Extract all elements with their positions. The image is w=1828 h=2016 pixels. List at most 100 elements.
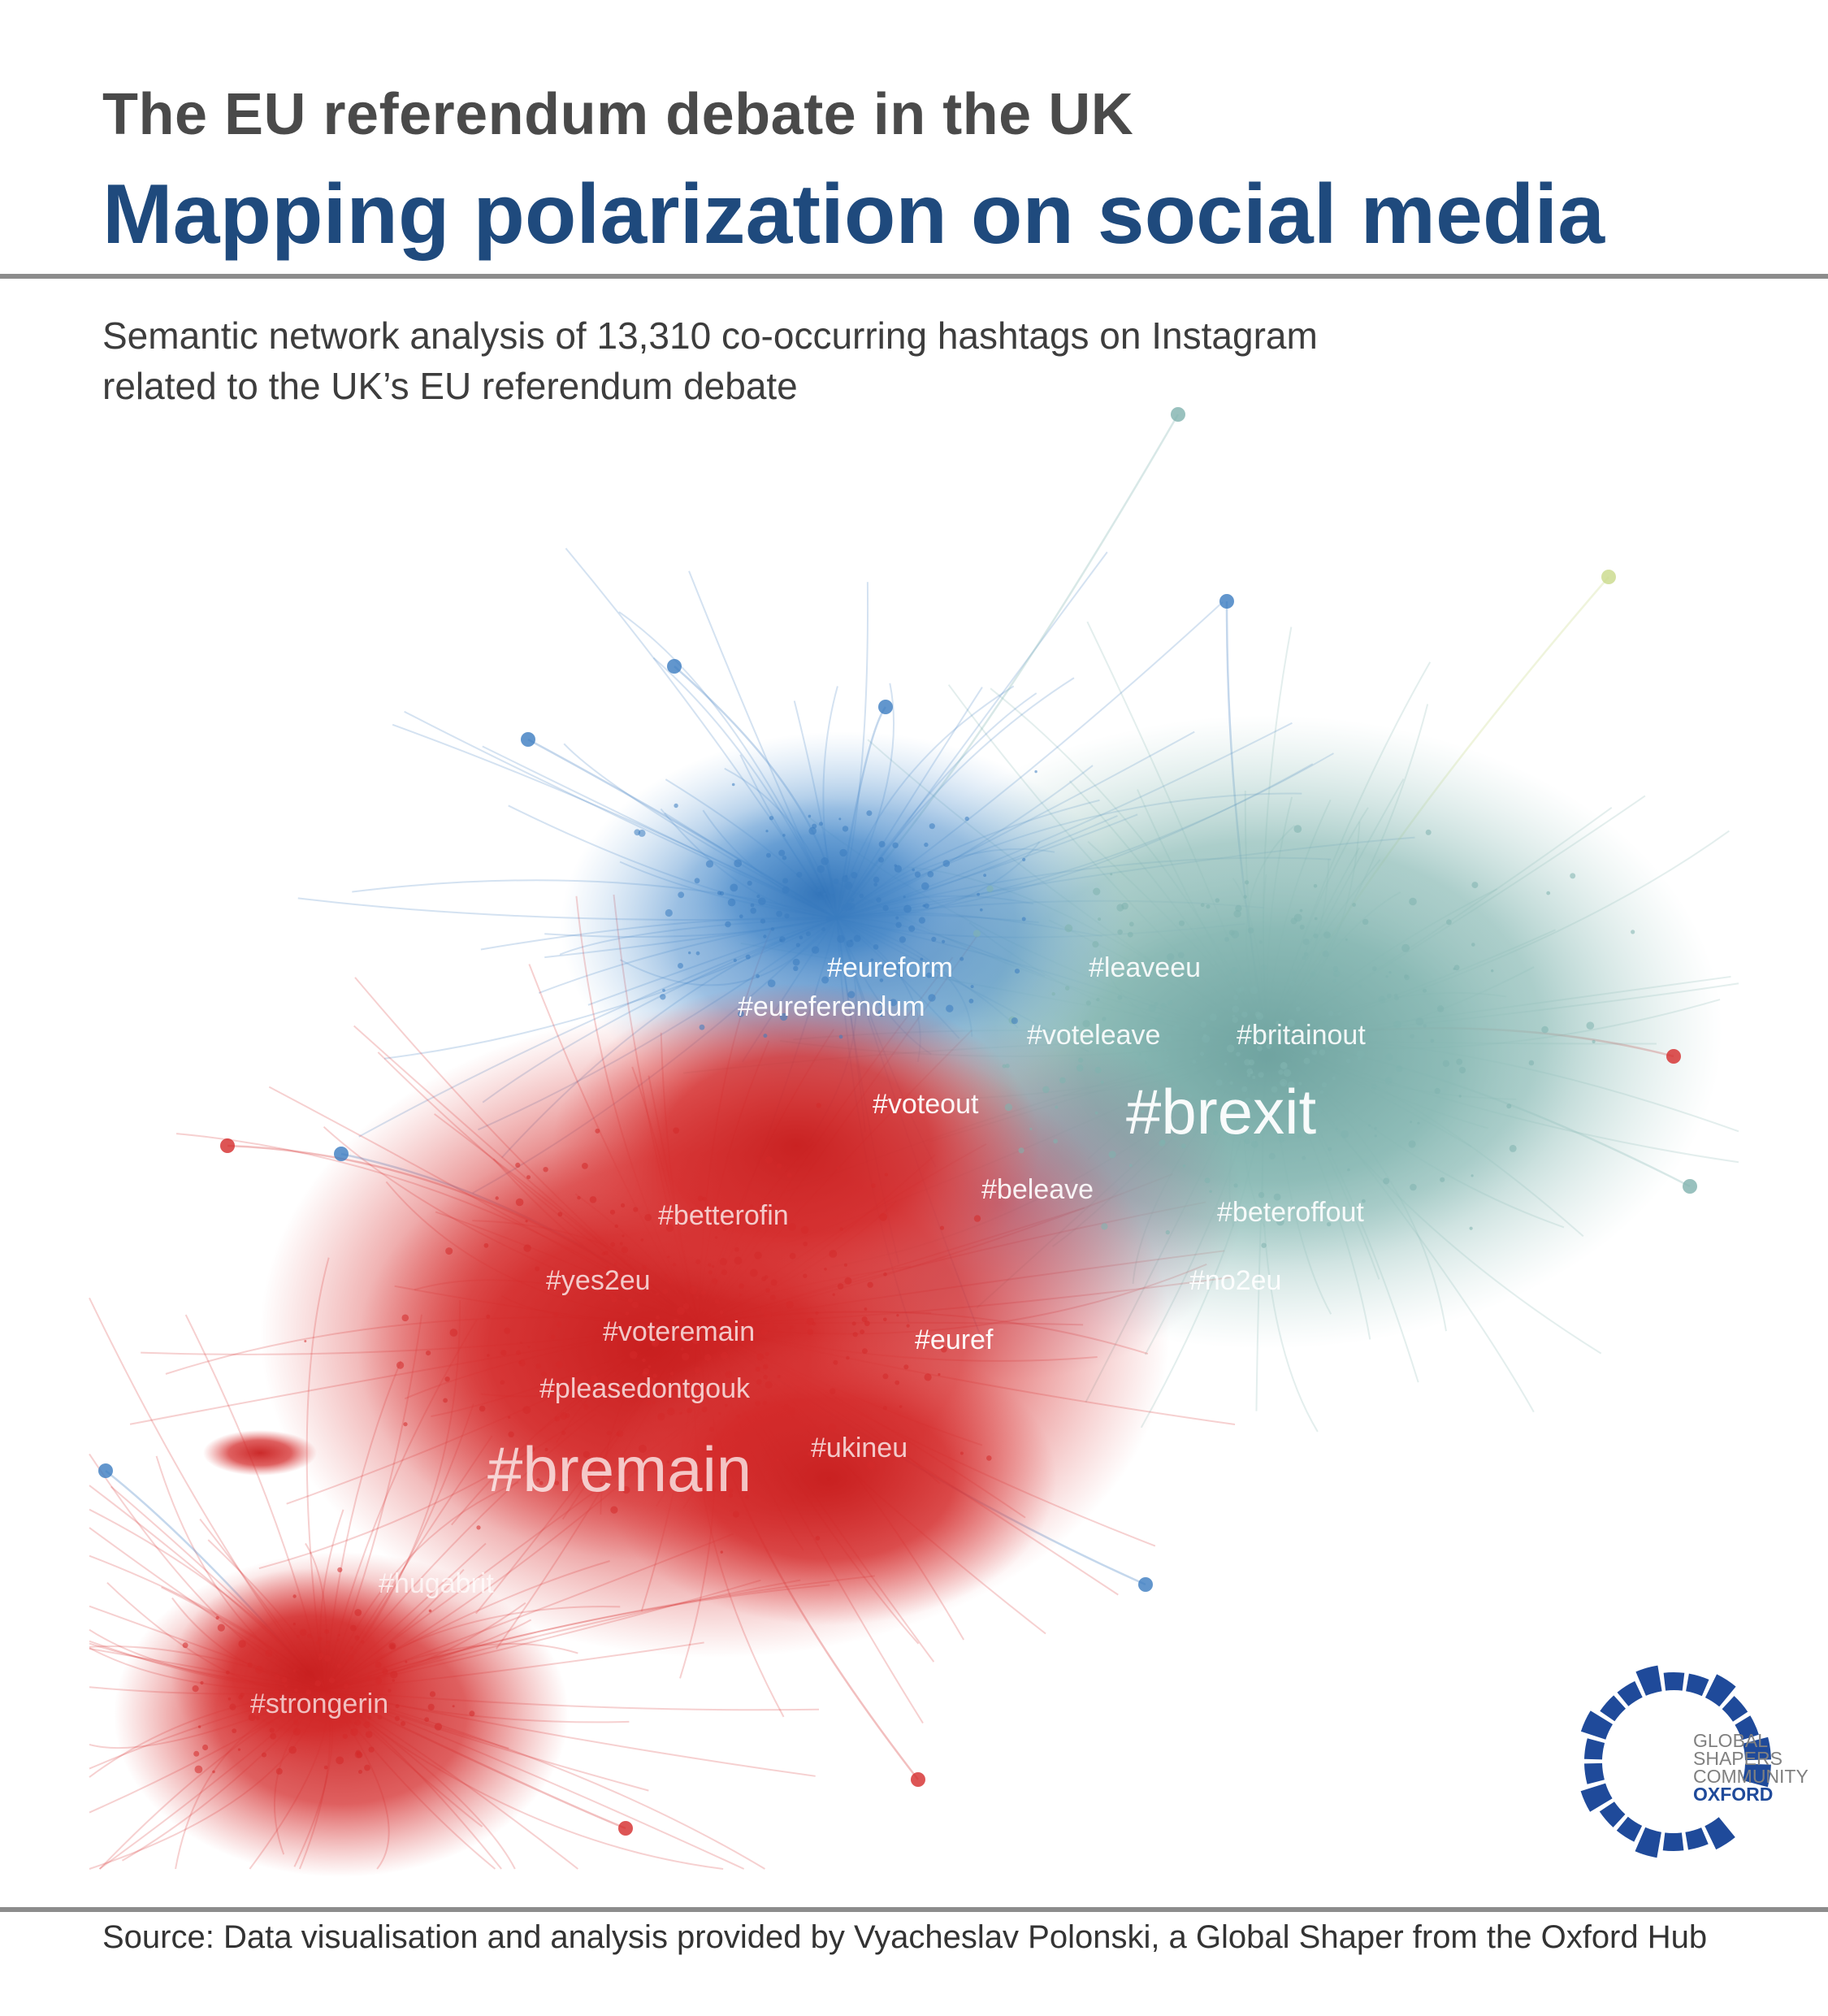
network-node	[788, 1223, 796, 1231]
network-node	[809, 1439, 814, 1444]
network-node	[931, 936, 937, 942]
network-node	[970, 985, 974, 989]
network-node	[770, 927, 775, 931]
network-node	[678, 963, 683, 969]
network-node	[582, 1163, 588, 1169]
network-node	[1333, 970, 1341, 978]
network-node	[680, 1347, 684, 1351]
network-node	[672, 1391, 678, 1398]
network-node	[664, 1388, 672, 1396]
network-node	[1011, 1017, 1018, 1025]
network-node	[1101, 1223, 1108, 1230]
network-node	[1192, 1060, 1197, 1064]
network-node	[560, 1411, 568, 1420]
strongerin-cluster-core	[171, 1568, 447, 1780]
network-node	[764, 1275, 769, 1279]
label-betterofin: #betterofin	[658, 1200, 789, 1231]
network-node	[1631, 930, 1635, 934]
network-node	[701, 1406, 708, 1413]
network-node	[786, 1301, 794, 1309]
network-node	[833, 878, 839, 885]
network-node	[747, 880, 752, 886]
network-node	[924, 903, 929, 908]
network-node	[640, 1238, 644, 1242]
network-node	[1271, 1086, 1278, 1093]
network-node	[667, 1255, 670, 1259]
network-node	[824, 1268, 827, 1271]
network-node	[515, 1162, 521, 1168]
network-node	[1404, 974, 1408, 978]
network-node	[1368, 1124, 1371, 1127]
network-node	[599, 1383, 604, 1388]
network-node	[964, 816, 969, 822]
network-node	[1231, 930, 1240, 939]
network-node	[836, 1166, 841, 1171]
network-node	[525, 1220, 528, 1223]
network-node	[1128, 921, 1134, 927]
network-node	[429, 1691, 436, 1697]
network-node	[1252, 1075, 1256, 1079]
network-node	[363, 1721, 370, 1728]
network-node	[789, 1252, 796, 1259]
network-node	[1095, 1033, 1104, 1041]
label-beleave: #beleave	[981, 1174, 1094, 1205]
network-node	[812, 823, 817, 829]
network-node	[182, 1642, 188, 1649]
network-node	[1332, 1076, 1336, 1081]
source-credit: Source: Data visualisation and analysis …	[102, 1919, 1708, 1955]
network-node	[866, 810, 873, 817]
network-node	[758, 897, 766, 905]
network-node	[1202, 1034, 1206, 1038]
network-node	[731, 783, 735, 787]
network-node	[610, 1242, 616, 1247]
logo-ring-segment	[1742, 1763, 1771, 1788]
network-node	[294, 1688, 298, 1692]
network-node	[851, 1321, 856, 1326]
label-yes2eu: #yes2eu	[546, 1265, 651, 1296]
network-node	[639, 1463, 648, 1471]
label-no2eu: #no2eu	[1189, 1265, 1281, 1296]
network-node	[262, 1752, 266, 1758]
network-node	[584, 1468, 592, 1476]
network-node	[1233, 995, 1239, 1000]
network-node	[1108, 1151, 1116, 1159]
network-node	[1092, 941, 1099, 948]
network-node	[554, 1416, 561, 1422]
network-node	[350, 1728, 358, 1736]
network-node	[938, 1372, 941, 1377]
logo-ring-segment	[1705, 1674, 1736, 1707]
network-node	[973, 1215, 981, 1222]
network-node	[694, 1366, 701, 1374]
network-node	[739, 1283, 744, 1289]
network-node	[1138, 1052, 1141, 1056]
network-node	[1232, 1005, 1240, 1013]
network-node	[959, 1451, 964, 1455]
network-node	[1128, 1164, 1133, 1168]
network-node	[861, 1316, 868, 1323]
network-node	[1345, 938, 1348, 941]
network-node	[288, 1745, 297, 1754]
network-node	[1110, 873, 1113, 876]
network-node	[695, 1385, 700, 1390]
network-node	[713, 1333, 720, 1341]
network-node	[833, 1359, 838, 1365]
network-node	[1167, 999, 1173, 1006]
network-node	[1022, 857, 1026, 861]
label-euref: #euref	[915, 1324, 994, 1355]
network-node	[348, 1654, 354, 1662]
network-node	[1322, 950, 1329, 957]
network-node	[1291, 970, 1297, 975]
network-node	[1141, 1110, 1145, 1113]
network-node	[1145, 1061, 1148, 1064]
network-node	[1323, 931, 1331, 939]
logo-ring-segment	[1662, 1832, 1684, 1852]
network-node	[225, 1670, 230, 1675]
network-node	[426, 1351, 431, 1356]
network-node	[324, 1654, 331, 1662]
network-node	[652, 1341, 656, 1346]
network-node	[1167, 1055, 1170, 1058]
network-node	[968, 999, 974, 1004]
network-node	[800, 1225, 809, 1234]
network-node	[779, 939, 782, 942]
network-node	[1287, 1019, 1295, 1027]
